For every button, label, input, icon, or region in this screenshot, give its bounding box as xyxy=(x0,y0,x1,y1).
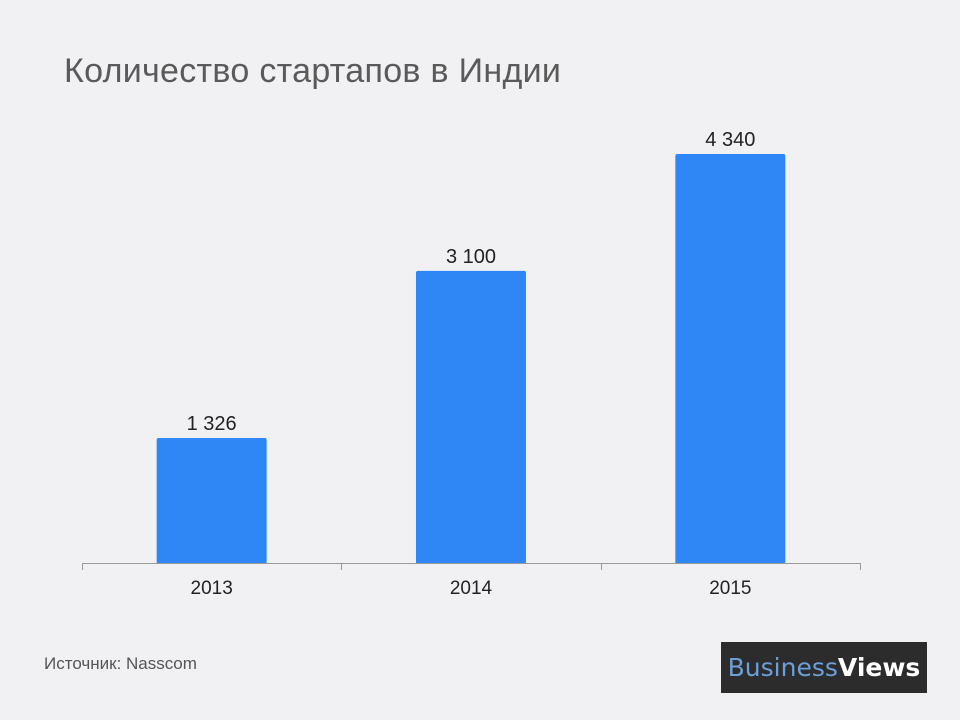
business-views-logo: Business Views xyxy=(721,642,927,693)
value-label-2013: 1 326 xyxy=(187,413,237,435)
x-tick-label-2013: 2013 xyxy=(191,578,233,599)
logo-text-views: Views xyxy=(837,653,921,682)
chart-title: Количество стартапов в Индии xyxy=(64,52,562,90)
bar-2014 xyxy=(416,270,526,564)
bar-2013 xyxy=(156,438,267,564)
logo-text-business: Business xyxy=(727,653,838,682)
x-tick-label-2014: 2014 xyxy=(450,578,493,599)
bar-chart: 1 326 2013 3 100 2014 4 340 2015 xyxy=(82,129,861,599)
x-axis xyxy=(82,563,861,570)
bars-layer xyxy=(156,154,786,565)
x-tick-label-2015: 2015 xyxy=(709,578,751,599)
value-label-2015: 4 340 xyxy=(705,129,755,151)
source-note: Источник: Nasscom xyxy=(44,654,197,673)
value-label-2014: 3 100 xyxy=(446,246,496,268)
bar-2015 xyxy=(675,154,786,565)
labels-layer: 1 326 2013 3 100 2014 4 340 2015 xyxy=(187,129,756,599)
